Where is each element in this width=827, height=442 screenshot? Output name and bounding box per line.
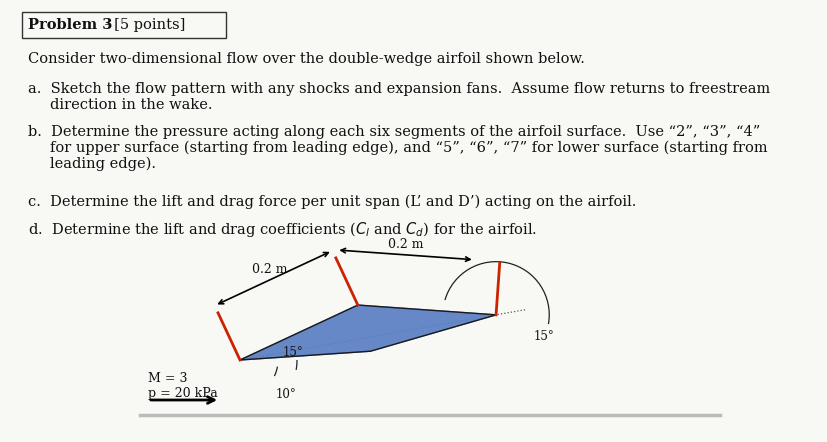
Text: 0.2 m: 0.2 m <box>251 263 287 276</box>
Text: direction in the wake.: direction in the wake. <box>50 98 213 112</box>
Text: 15°: 15° <box>533 330 554 343</box>
Polygon shape <box>240 305 495 360</box>
Text: d.  Determine the lift and drag coefficients ($C_l$ and $C_d$) for the airfoil.: d. Determine the lift and drag coefficie… <box>28 220 536 239</box>
Text: Problem 3: Problem 3 <box>28 18 112 32</box>
Text: - [5 points]: - [5 points] <box>100 18 185 32</box>
Text: p = 20 kPa: p = 20 kPa <box>148 388 218 400</box>
Text: b.  Determine the pressure acting along each six segments of the airfoil surface: b. Determine the pressure acting along e… <box>28 125 759 139</box>
Text: leading edge).: leading edge). <box>50 157 155 171</box>
Text: 0.2 m: 0.2 m <box>388 238 423 251</box>
Text: 10°: 10° <box>275 388 295 401</box>
Text: 15°: 15° <box>283 346 304 358</box>
Text: a.  Sketch the flow pattern with any shocks and expansion fans.  Assume flow ret: a. Sketch the flow pattern with any shoc… <box>28 82 769 96</box>
Text: for upper surface (starting from leading edge), and “5”, “6”, “7” for lower surf: for upper surface (starting from leading… <box>50 141 767 156</box>
Text: M = 3: M = 3 <box>148 371 187 385</box>
Text: c.  Determine the lift and drag force per unit span (L’ and D’) acting on the ai: c. Determine the lift and drag force per… <box>28 195 636 210</box>
Text: Consider two-dimensional flow over the double-wedge airfoil shown below.: Consider two-dimensional flow over the d… <box>28 52 584 66</box>
